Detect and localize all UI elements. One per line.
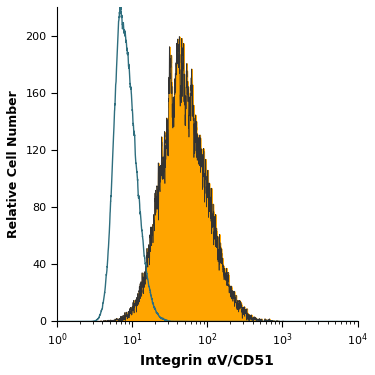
Y-axis label: Relative Cell Number: Relative Cell Number	[7, 90, 20, 238]
X-axis label: Integrin αV/CD51: Integrin αV/CD51	[140, 354, 274, 368]
